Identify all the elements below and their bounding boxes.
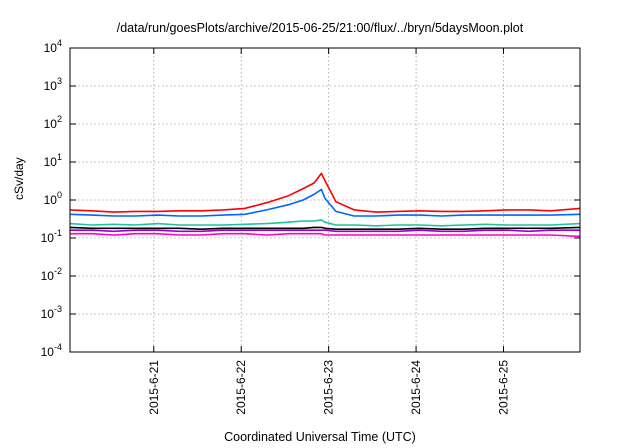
y-tick-label: 10-1 [41,228,62,245]
x-tick-label: 2015-6-24 [409,360,423,415]
plot-frame [69,47,581,353]
series-line-4 [69,226,581,230]
y-tick-label: 100 [44,190,62,207]
series-line-2 [69,188,581,217]
series-line-5 [70,229,580,233]
x-tick-label: 2015-6-22 [234,360,248,415]
x-tick-label: 2015-6-25 [497,360,511,415]
y-tick-label: 102 [44,114,62,131]
chart-title: /data/run/goesPlots/archive/2015-06-25/2… [116,21,524,35]
y-tick-label: 103 [44,76,62,93]
series-line-1 [69,172,581,213]
series-line-6 [70,232,581,238]
y-tick-label: 104 [44,38,62,55]
y-tick-label: 101 [44,152,62,169]
y-tick-label: 10-3 [41,304,62,321]
x-tick-label: 2015-6-21 [147,360,161,415]
y-tick-label: 10-4 [41,342,62,359]
y-tick-label: 10-2 [41,266,62,283]
y-axis-label: cSv/day [12,157,26,200]
x-axis-label: Coordinated Universal Time (UTC) [224,430,416,444]
x-tick-label: 2015-6-23 [322,360,336,415]
series-line-3 [69,219,581,227]
